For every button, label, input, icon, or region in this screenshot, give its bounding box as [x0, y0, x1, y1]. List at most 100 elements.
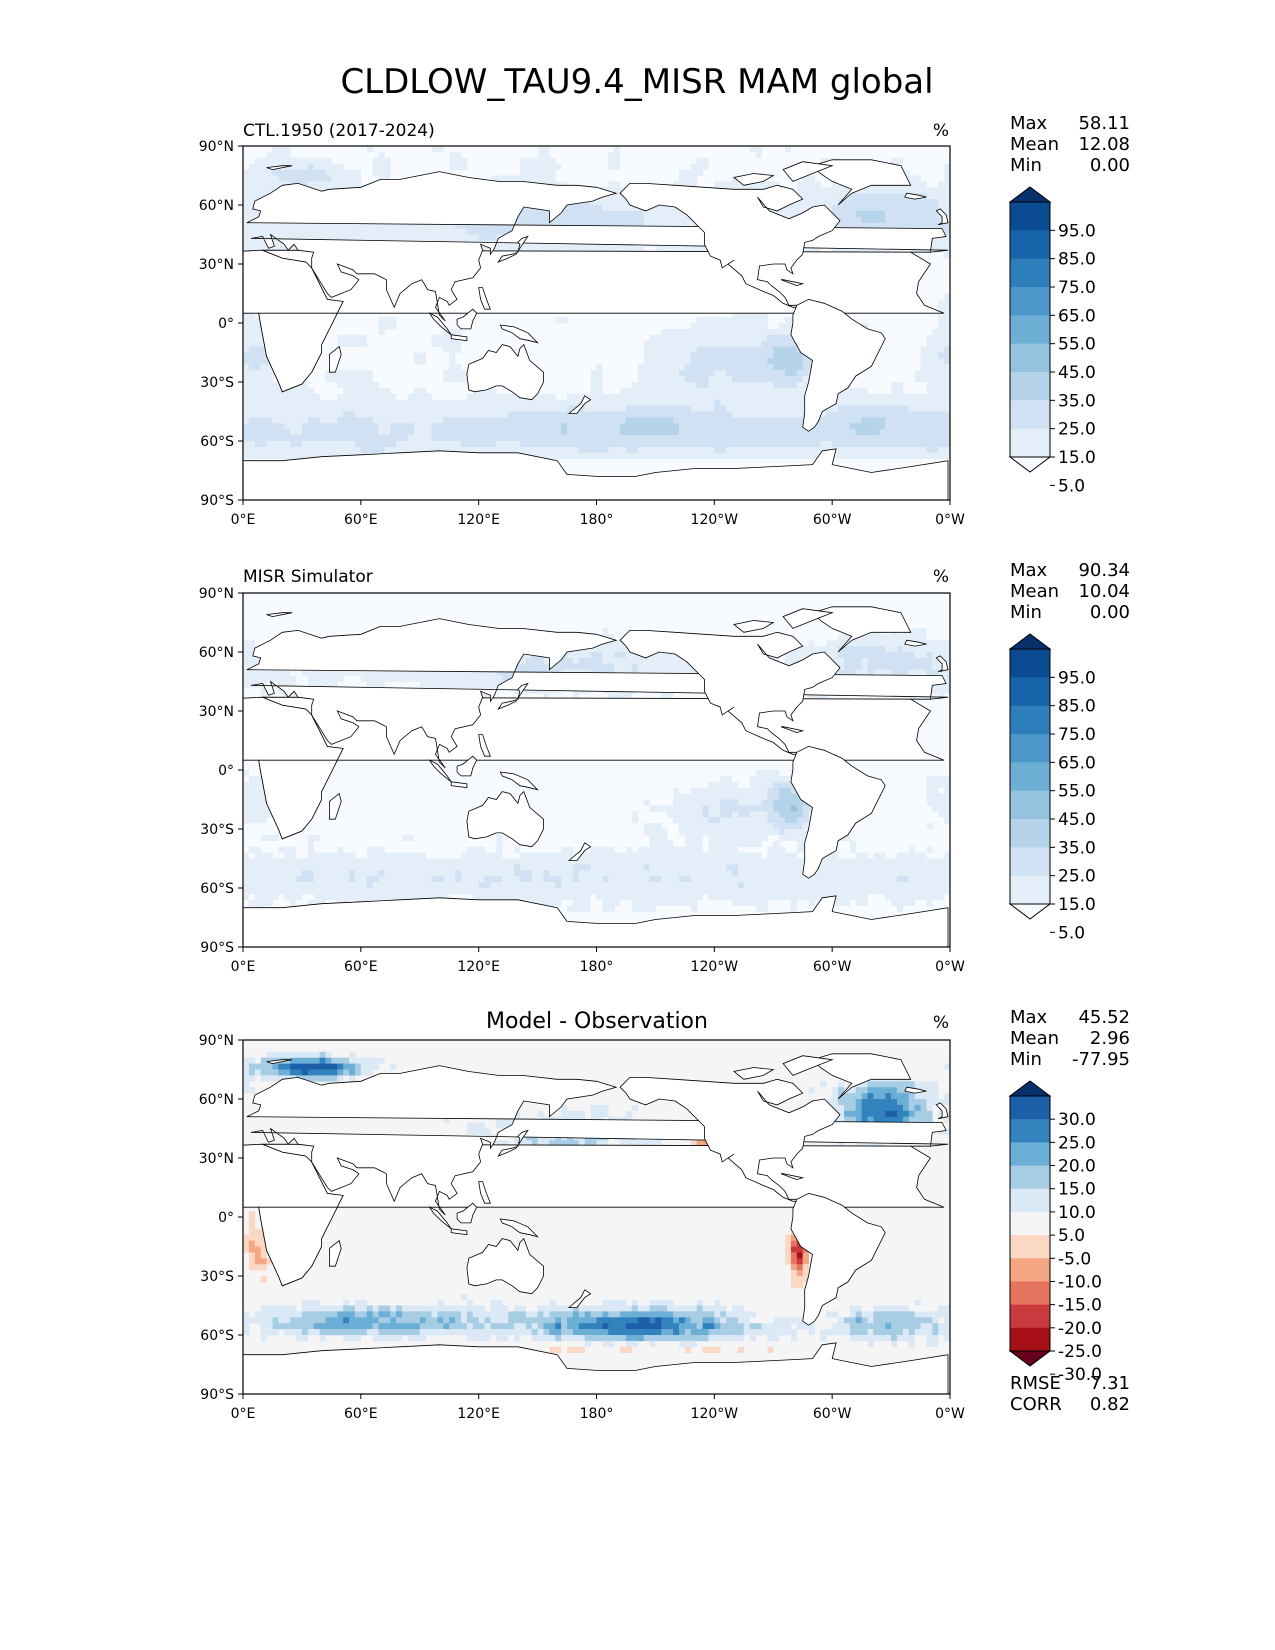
field-cell — [431, 1311, 438, 1318]
field-cell — [519, 163, 562, 170]
field-cell — [254, 1069, 261, 1076]
field-cell — [243, 175, 279, 182]
field-cell — [661, 1317, 674, 1324]
land-outline — [567, 395, 592, 414]
field-cell — [678, 423, 851, 430]
field-cell — [490, 882, 556, 889]
field-cell — [278, 1069, 291, 1076]
field-cell — [944, 252, 950, 259]
field-cell — [254, 852, 273, 859]
land-outline — [478, 1181, 491, 1204]
field-cell — [243, 1234, 273, 1241]
field-cell — [284, 423, 303, 430]
field-cell — [608, 693, 633, 700]
field-cell — [790, 905, 798, 912]
field-cell — [732, 311, 768, 318]
field-cell — [926, 793, 950, 800]
field-cell — [531, 1140, 538, 1147]
field-cell — [561, 882, 739, 889]
field-cell — [896, 852, 927, 859]
field-cell — [796, 846, 809, 853]
field-cell — [843, 1104, 857, 1112]
field-cell — [849, 193, 927, 200]
field-cell — [796, 1323, 815, 1330]
land-outline — [499, 1218, 539, 1238]
field-cell — [926, 1099, 950, 1106]
land-outline — [328, 1239, 342, 1267]
land-outline — [466, 343, 544, 401]
field-cell — [460, 1317, 468, 1324]
field-cell — [508, 1317, 556, 1324]
field-cell — [354, 1299, 368, 1306]
field-cell — [849, 846, 857, 853]
field-cell — [555, 1323, 562, 1330]
field-cell — [690, 358, 768, 365]
colorbar-segment — [1010, 677, 1050, 707]
field-cell — [243, 770, 250, 777]
field-cells — [243, 1040, 950, 1394]
field-cell — [561, 423, 568, 430]
field-cell — [891, 899, 915, 906]
field-cell — [514, 1323, 527, 1330]
stat-value: 90.34 — [1078, 560, 1130, 581]
field-cell — [349, 1057, 385, 1064]
field-cell — [926, 652, 933, 659]
colorbar-segment — [1010, 1235, 1050, 1259]
field-cell — [608, 1329, 662, 1336]
land-outline — [456, 755, 478, 777]
colorbar-tick-label: 95.0 — [1058, 221, 1096, 241]
land-outline — [782, 161, 834, 182]
field-cell — [325, 370, 373, 377]
field-cell — [248, 1063, 273, 1070]
field-cell — [378, 317, 397, 324]
field-cell — [243, 370, 279, 377]
field-cell — [790, 1264, 798, 1271]
field-cell — [372, 1335, 403, 1342]
land-outline — [497, 682, 529, 710]
field-cell — [290, 1317, 326, 1324]
land-outline — [466, 1237, 544, 1295]
field-cell — [307, 681, 338, 688]
field-cell — [390, 429, 415, 436]
field-cell — [802, 358, 815, 365]
field-cell — [690, 405, 715, 412]
field-cell — [407, 435, 432, 442]
field-cell — [855, 899, 868, 906]
field-cell — [561, 1323, 568, 1330]
field-cell — [938, 317, 950, 324]
field-cell — [908, 405, 950, 412]
field-cell — [596, 364, 603, 371]
field-cell — [767, 334, 798, 341]
field-cell — [920, 352, 939, 359]
field-cell — [343, 387, 391, 395]
colorbar-tick-label: -25.0 — [1058, 1342, 1102, 1362]
field-cell — [838, 405, 910, 412]
field-cell — [655, 1317, 662, 1324]
field-cell — [549, 1346, 562, 1353]
field-cell — [625, 1340, 639, 1348]
lat-tick-label: 90°N — [199, 586, 234, 602]
field-cell — [472, 387, 497, 395]
field-cell — [243, 811, 285, 818]
field-cell — [378, 1323, 421, 1330]
field-cell — [708, 834, 768, 842]
lon-tick-label: 120°E — [457, 512, 500, 528]
field-cell — [938, 669, 950, 676]
field-cell — [490, 175, 556, 182]
field-cell — [325, 1051, 332, 1058]
field-cell — [407, 1335, 426, 1342]
field-cell — [861, 1311, 874, 1318]
field-cell — [749, 1335, 756, 1342]
field-cell — [543, 1311, 550, 1318]
field-cell — [584, 1335, 627, 1342]
field-cell — [431, 435, 950, 442]
field-cell — [248, 775, 273, 783]
field-cell — [755, 905, 768, 912]
field-cell — [307, 181, 362, 188]
field-cell — [248, 1246, 261, 1253]
field-cell — [773, 346, 798, 353]
field-cell — [773, 823, 804, 830]
colorbar-segment — [1010, 705, 1050, 735]
field-cell — [443, 1317, 450, 1324]
